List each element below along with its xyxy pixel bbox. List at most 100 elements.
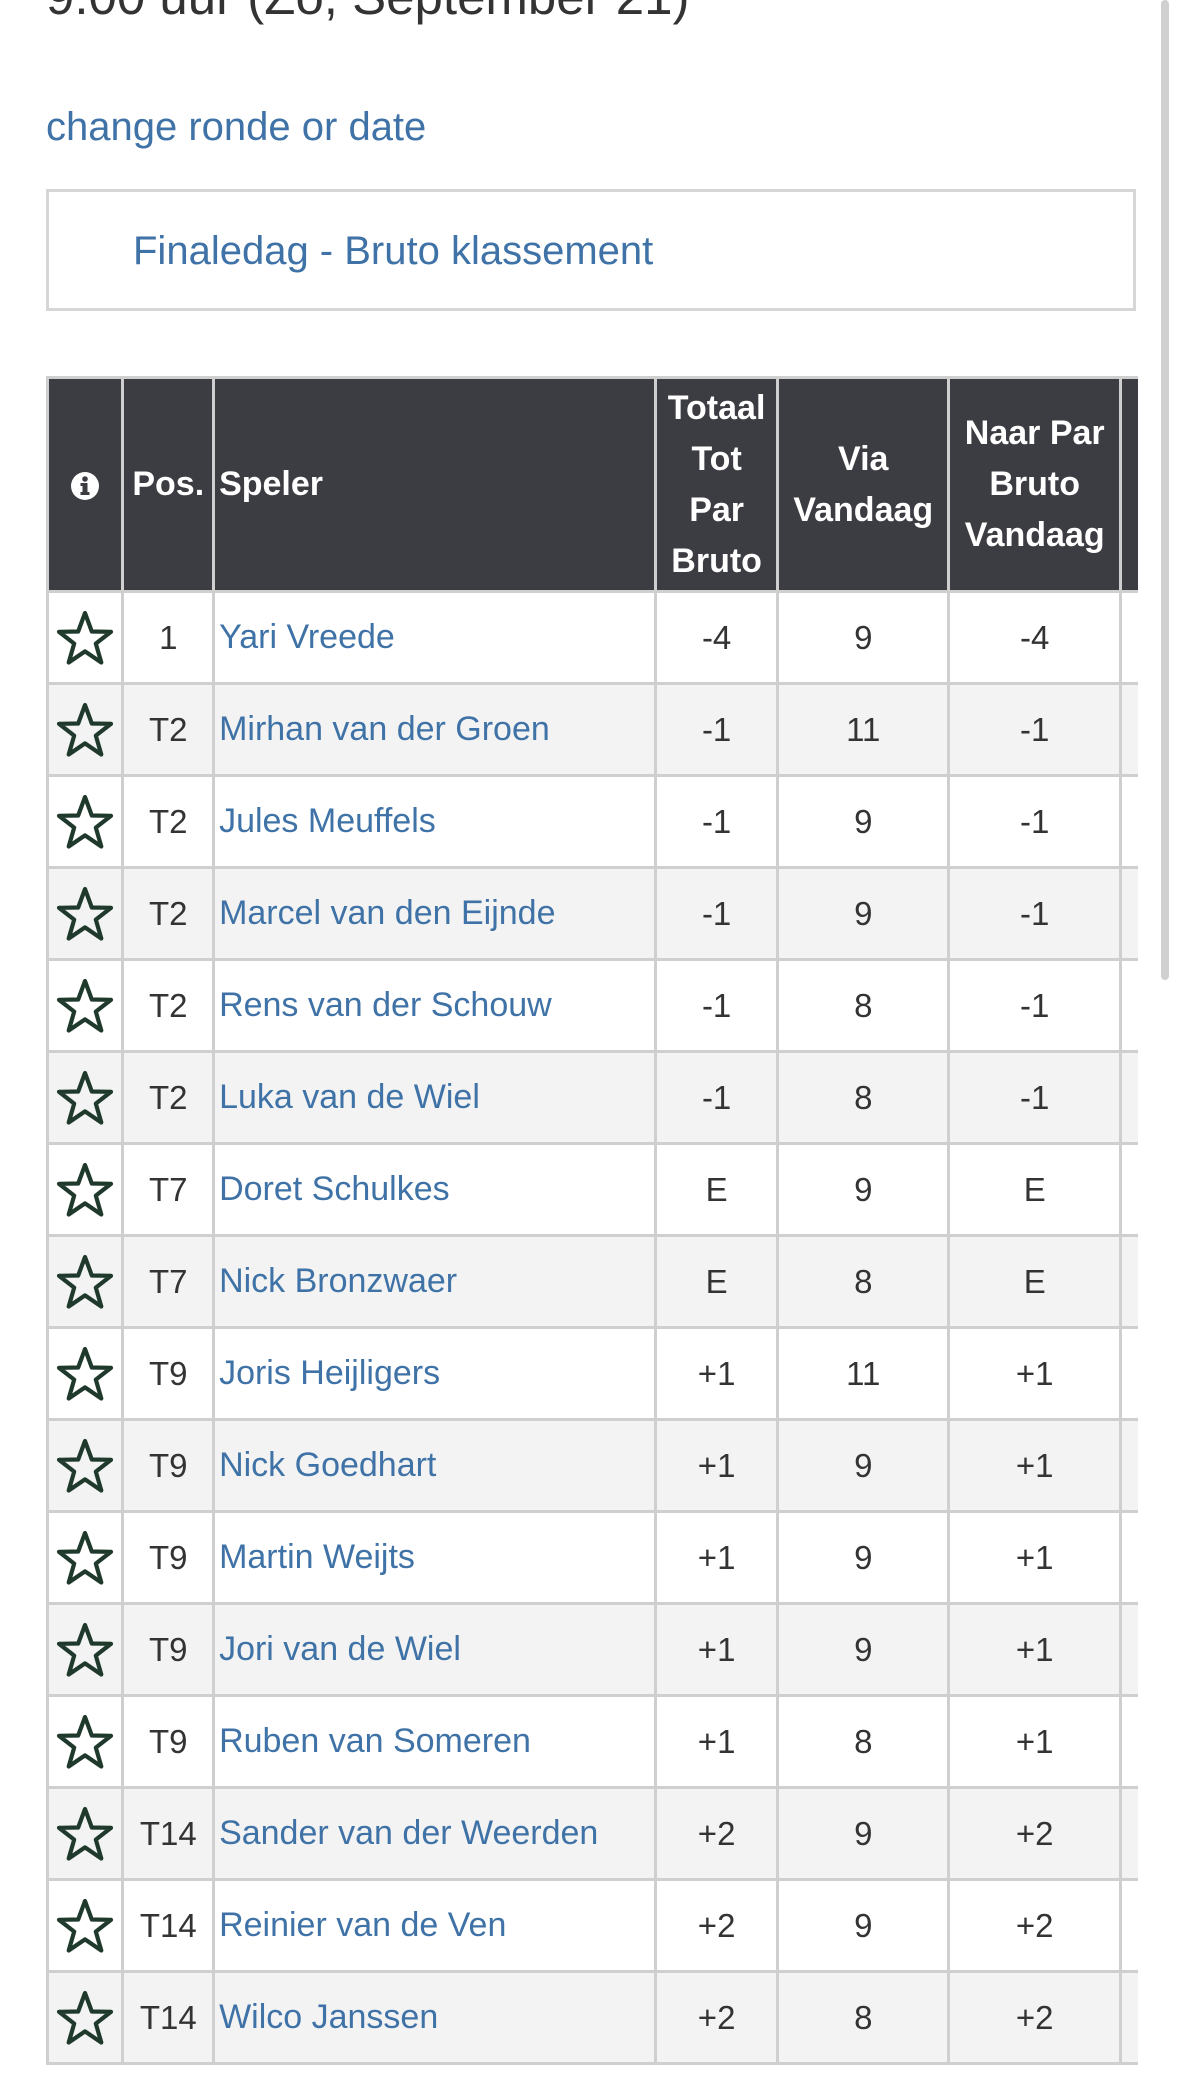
pos-column-header[interactable]: Pos. xyxy=(121,376,216,593)
favorite-star-icon[interactable] xyxy=(56,1346,114,1402)
favorite-cell[interactable] xyxy=(46,1510,125,1605)
to-par-today-cell: +1 xyxy=(947,1602,1122,1697)
total-to-par-column-header[interactable]: Totaal Tot Par Bruto xyxy=(654,376,780,593)
favorite-star-icon[interactable] xyxy=(56,1714,114,1770)
player-column-header[interactable]: Speler xyxy=(212,376,658,593)
favorite-star-icon[interactable] xyxy=(56,1438,114,1494)
via-column-header[interactable]: Via Vandaag xyxy=(776,376,951,593)
to-par-today-column-header[interactable]: Naar Par Bruto Vandaag xyxy=(947,376,1122,593)
favorite-cell[interactable] xyxy=(46,1694,125,1789)
favorite-star-icon[interactable] xyxy=(56,1806,114,1862)
total-to-par-cell: +1 xyxy=(654,1694,780,1789)
to-par-today-cell: -4 xyxy=(947,590,1122,685)
player-name-link[interactable]: Wilco Janssen xyxy=(212,1970,658,2065)
position-cell: T14 xyxy=(121,1970,216,2065)
total-to-par-cell: -1 xyxy=(654,866,780,961)
info-icon[interactable] xyxy=(70,471,100,501)
to-par-today-cell: E xyxy=(947,1234,1122,1329)
favorite-star-icon[interactable] xyxy=(56,1622,114,1678)
player-name-link[interactable]: Sander van der Weerden xyxy=(212,1786,658,1881)
player-name-link[interactable]: Nick Goedhart xyxy=(212,1418,658,1513)
to-par-today-cell: -1 xyxy=(947,682,1122,777)
r1-cell: - xyxy=(1118,774,1138,869)
favorite-cell[interactable] xyxy=(46,1878,125,1973)
leaderboard-container[interactable]: Pos. Speler Totaal Tot Par Bruto Via Van… xyxy=(46,376,1138,2096)
player-name-link[interactable]: Jules Meuffels xyxy=(212,774,658,869)
player-name-link[interactable]: Rens van der Schouw xyxy=(212,958,658,1053)
r1-cell: - xyxy=(1118,1326,1138,1421)
player-name-link[interactable]: Luka van de Wiel xyxy=(212,1050,658,1145)
via-cell: 8 xyxy=(776,1234,951,1329)
favorite-star-icon[interactable] xyxy=(56,886,114,942)
r1-cell: - xyxy=(1118,1786,1138,1881)
favorite-star-icon[interactable] xyxy=(56,610,114,666)
favorite-cell[interactable] xyxy=(46,774,125,869)
change-round-link[interactable]: change ronde or date xyxy=(46,105,427,149)
to-par-today-cell: -1 xyxy=(947,958,1122,1053)
favorite-cell[interactable] xyxy=(46,1326,125,1421)
total-to-par-cell: +1 xyxy=(654,1510,780,1605)
total-to-par-cell: -4 xyxy=(654,590,780,685)
favorite-cell[interactable] xyxy=(46,1970,125,2065)
player-name-link[interactable]: Marcel van den Eijnde xyxy=(212,866,658,961)
player-name-link[interactable]: Martin Weijts xyxy=(212,1510,658,1605)
favorite-cell[interactable] xyxy=(46,866,125,961)
player-name-link[interactable]: Ruben van Someren xyxy=(212,1694,658,1789)
player-name-link[interactable]: Doret Schulkes xyxy=(212,1142,658,1237)
favorite-cell[interactable] xyxy=(46,682,125,777)
favorite-star-icon[interactable] xyxy=(56,1162,114,1218)
r1-column-header[interactable]: R1 xyxy=(1118,376,1138,593)
via-cell: 9 xyxy=(776,1418,951,1513)
player-name-link[interactable]: Mirhan van der Groen xyxy=(212,682,658,777)
favorite-star-icon[interactable] xyxy=(56,1898,114,1954)
info-column-header[interactable] xyxy=(46,376,125,593)
player-name-link[interactable]: Jori van de Wiel xyxy=(212,1602,658,1697)
favorite-star-icon[interactable] xyxy=(56,978,114,1034)
favorite-star-icon[interactable] xyxy=(56,1070,114,1126)
total-to-par-cell: +1 xyxy=(654,1418,780,1513)
position-cell: T7 xyxy=(121,1142,216,1237)
to-par-today-cell: -1 xyxy=(947,774,1122,869)
favorite-star-icon[interactable] xyxy=(56,1254,114,1310)
total-to-par-cell: +2 xyxy=(654,1878,780,1973)
favorite-star-icon[interactable] xyxy=(56,1530,114,1586)
naar-header-line-1: Naar Par xyxy=(964,414,1105,452)
player-name-link[interactable]: Nick Bronzwaer xyxy=(212,1234,658,1329)
player-name-link[interactable]: Yari Vreede xyxy=(212,590,658,685)
favorite-cell[interactable] xyxy=(46,1602,125,1697)
favorite-cell[interactable] xyxy=(46,1142,125,1237)
position-cell: T14 xyxy=(121,1786,216,1881)
player-name-link[interactable]: Reinier van de Ven xyxy=(212,1878,658,1973)
favorite-star-icon[interactable] xyxy=(56,794,114,850)
favorite-cell[interactable] xyxy=(46,590,125,685)
favorite-cell[interactable] xyxy=(46,1050,125,1145)
scrollbar[interactable] xyxy=(1161,0,1169,980)
player-name-link[interactable]: Joris Heijligers xyxy=(212,1326,658,1421)
favorite-cell[interactable] xyxy=(46,1234,125,1329)
favorite-cell[interactable] xyxy=(46,1786,125,1881)
round-selector[interactable]: Finaledag - Bruto klassement xyxy=(46,189,1136,311)
favorite-cell[interactable] xyxy=(46,958,125,1053)
r1-cell: - xyxy=(1118,1602,1138,1697)
favorite-cell[interactable] xyxy=(46,1418,125,1513)
position-cell: T7 xyxy=(121,1234,216,1329)
r1-cell: - xyxy=(1118,866,1138,961)
favorite-star-icon[interactable] xyxy=(56,1990,114,2046)
favorite-star-icon[interactable] xyxy=(56,702,114,758)
